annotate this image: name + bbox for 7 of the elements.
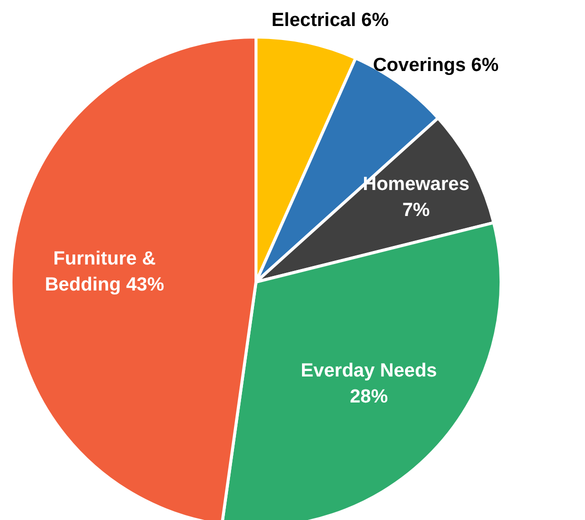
data-label: 7% (402, 200, 430, 221)
slice-label: Electrical 6% (272, 10, 389, 31)
slice-label: Homewares (362, 174, 470, 195)
slice-label: Furniture & Bedding 43% (44, 248, 164, 296)
slice-label: Coverings 6% (372, 55, 499, 76)
data-label: 28% (350, 386, 388, 408)
slice-label: Everday Needs (300, 360, 438, 382)
